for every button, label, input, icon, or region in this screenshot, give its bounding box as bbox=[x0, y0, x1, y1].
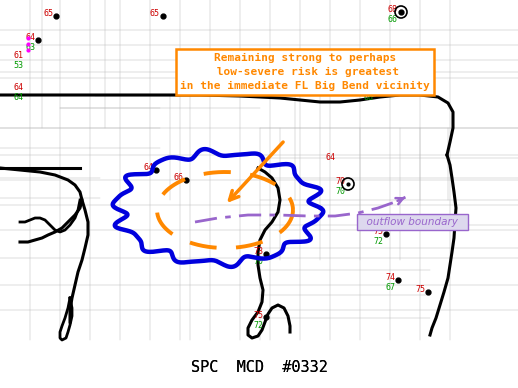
Text: 64: 64 bbox=[25, 33, 35, 43]
FancyBboxPatch shape bbox=[0, 342, 518, 388]
Text: SPC  MCD  #0332: SPC MCD #0332 bbox=[191, 360, 327, 376]
Text: 72: 72 bbox=[373, 237, 383, 246]
Text: 73: 73 bbox=[253, 248, 263, 256]
Text: 72: 72 bbox=[363, 83, 373, 92]
Text: outflow boundary: outflow boundary bbox=[360, 217, 464, 227]
Text: Remaining strong to perhaps
 low-severe risk is greatest
in the immediate FL Big: Remaining strong to perhaps low-severe r… bbox=[180, 53, 430, 91]
Text: 68: 68 bbox=[363, 94, 373, 102]
Text: 65: 65 bbox=[150, 9, 160, 19]
Text: 70: 70 bbox=[335, 177, 345, 187]
Text: 70: 70 bbox=[253, 258, 263, 267]
Text: 75: 75 bbox=[415, 286, 425, 294]
Text: 75: 75 bbox=[373, 227, 383, 237]
Text: 70: 70 bbox=[335, 187, 345, 196]
Text: 61: 61 bbox=[13, 50, 23, 59]
Text: 64: 64 bbox=[13, 94, 23, 102]
Text: 64: 64 bbox=[143, 163, 153, 173]
Text: 67: 67 bbox=[385, 284, 395, 293]
Text: 53: 53 bbox=[13, 61, 23, 69]
Text: SPC  MCD  #0332: SPC MCD #0332 bbox=[191, 360, 327, 376]
Text: 65: 65 bbox=[43, 9, 53, 19]
Text: 66: 66 bbox=[173, 173, 183, 182]
Text: 74: 74 bbox=[385, 274, 395, 282]
Text: 63: 63 bbox=[25, 43, 35, 52]
Text: 75: 75 bbox=[253, 310, 263, 319]
Text: 68: 68 bbox=[388, 5, 398, 14]
Text: 64: 64 bbox=[325, 154, 335, 163]
Text: 72: 72 bbox=[253, 320, 263, 329]
Text: 64: 64 bbox=[13, 83, 23, 92]
Text: 66: 66 bbox=[388, 16, 398, 24]
